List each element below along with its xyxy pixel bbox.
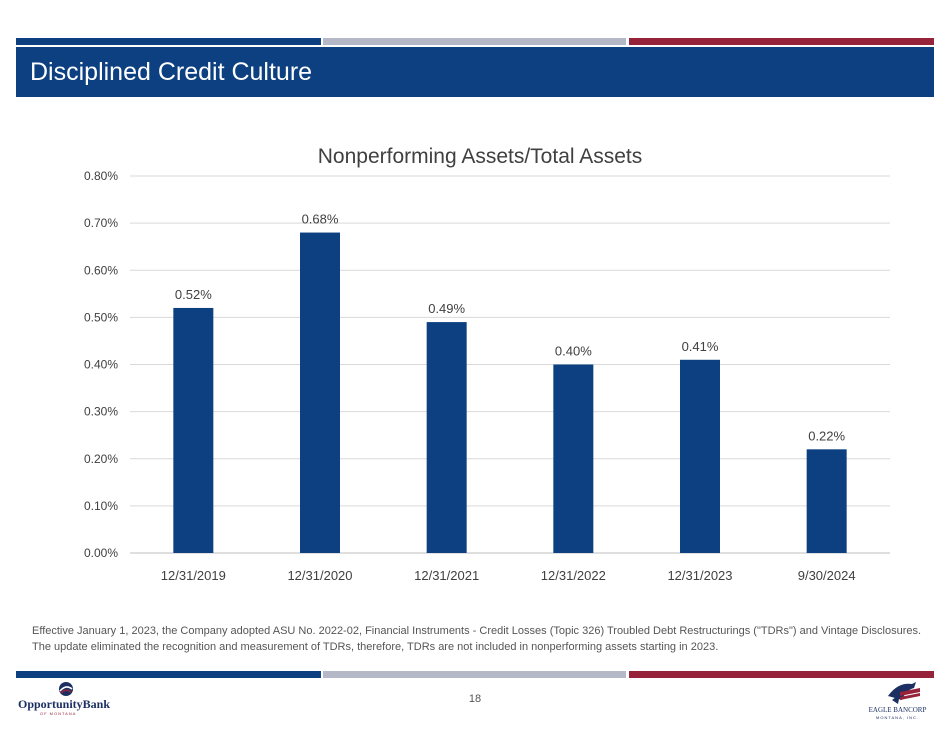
header-stripe-grey — [323, 38, 626, 45]
slide-title: Disciplined Credit Culture — [16, 47, 934, 97]
footer-stripe-grey — [323, 671, 626, 678]
eagle-bancorp-logo-text: EAGLE BANCORP — [868, 706, 927, 714]
footer-stripe-blue — [16, 671, 321, 678]
eagle-flag-logo-icon — [888, 682, 920, 704]
footer-stripe-red — [629, 671, 934, 678]
bar — [680, 359, 720, 553]
y-tick-label: 0.10% — [84, 499, 118, 513]
y-tick-label: 0.80% — [84, 169, 118, 183]
y-tick-label: 0.30% — [84, 405, 118, 419]
x-tick-label: 12/31/2021 — [414, 568, 479, 583]
data-label: 0.49% — [428, 301, 465, 316]
opportunity-bank-logo: OpportunityBank OF MONTANA — [18, 681, 128, 717]
y-tick-label: 0.60% — [84, 263, 118, 277]
opportunity-bank-logo-icon — [59, 682, 73, 696]
y-tick-label: 0.70% — [84, 216, 118, 230]
eagle-bancorp-logo: EAGLE BANCORP MONTANA, INC. — [860, 680, 935, 724]
bar-chart: Nonperforming Assets/Total Assets 0.00% 0… — [84, 145, 890, 583]
y-tick-label: 0.00% — [84, 546, 118, 560]
data-label: 0.68% — [302, 212, 339, 227]
data-label: 0.22% — [808, 428, 845, 443]
bar — [426, 322, 467, 553]
x-tick-label: 12/31/2019 — [161, 568, 226, 583]
footnote: Effective January 1, 2023, the Company a… — [32, 625, 922, 653]
chart-title: Nonperforming Assets/Total Assets — [318, 145, 643, 168]
y-tick-label: 0.20% — [84, 452, 118, 466]
data-label: 0.52% — [175, 287, 212, 302]
y-tick-label: 0.40% — [84, 358, 118, 372]
header-stripe-blue — [16, 38, 321, 45]
bar — [553, 364, 594, 553]
opportunity-bank-logo-sub: OF MONTANA — [40, 711, 77, 716]
bar — [173, 307, 214, 553]
x-tick-label: 12/31/2020 — [287, 568, 352, 583]
data-label: 0.40% — [555, 344, 592, 359]
x-tick-label: 12/31/2022 — [541, 568, 606, 583]
page-number: 18 — [468, 693, 482, 705]
eagle-bancorp-logo-sub: MONTANA, INC. — [876, 715, 919, 720]
header-stripe-red — [629, 38, 934, 45]
data-label: 0.41% — [682, 339, 719, 354]
x-tick-label: 9/30/2024 — [798, 568, 856, 583]
bar — [300, 232, 340, 554]
x-tick-label: 12/31/2023 — [667, 568, 732, 583]
bar — [806, 449, 847, 553]
opportunity-bank-logo-text: OpportunityBank — [18, 697, 111, 711]
y-tick-label: 0.50% — [84, 310, 118, 324]
